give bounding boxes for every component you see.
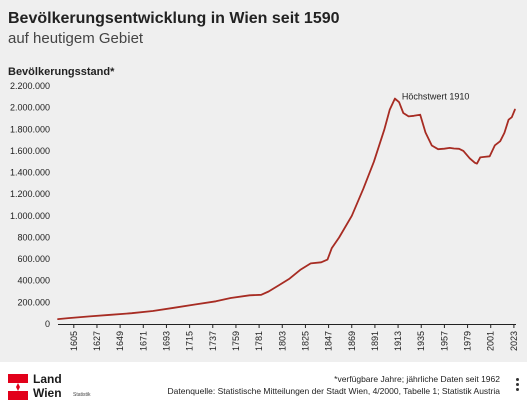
y-tick-label: 0 — [45, 319, 50, 329]
chart-title: Bevölkerungsentwicklung in Wien seit 159… — [8, 10, 340, 27]
y-tick-label: 2.200.000 — [10, 81, 50, 91]
x-tick-label: 1935 — [416, 331, 426, 351]
y-tick-label: 400.000 — [17, 276, 50, 286]
more-vertical-icon[interactable] — [511, 376, 523, 398]
x-tick-label: 1715 — [185, 331, 195, 351]
y-tick-label: 600.000 — [17, 254, 50, 264]
annotation-label: Höchstwert 1910 — [402, 92, 470, 102]
population-line — [57, 97, 516, 320]
y-tick-label: 1.600.000 — [10, 146, 50, 156]
chart-background — [0, 0, 527, 362]
x-tick-label: 1759 — [231, 331, 241, 351]
x-tick-label: 2001 — [486, 331, 496, 351]
y-tick-label: 1.400.000 — [10, 168, 50, 178]
chart-subtitle: auf heutigem Gebiet — [8, 30, 144, 47]
x-tick-label: 1649 — [115, 331, 125, 351]
x-tick-label: 1693 — [161, 331, 171, 351]
footer: Land Wien Statistik *verfügbare Jahre; j… — [0, 362, 527, 410]
x-tick-label: 1869 — [347, 331, 357, 351]
x-tick-label: 1979 — [463, 331, 473, 351]
logo-subtitle: Statistik — [73, 392, 91, 398]
logo-line-2: Wien — [33, 386, 62, 400]
y-tick-label: 800.000 — [17, 232, 50, 242]
logo-text: Land Wien — [33, 372, 62, 400]
y-tick-label: 1.200.000 — [10, 189, 50, 199]
y-tick-label: 1.800.000 — [10, 124, 50, 134]
x-tick-label: 2023 — [509, 331, 519, 351]
x-tick-label: 1737 — [208, 331, 218, 351]
y-tick-label: 1.000.000 — [10, 211, 50, 221]
footnote: *verfügbare Jahre; jährliche Daten seit … — [334, 374, 500, 384]
x-tick-label: 1825 — [300, 331, 310, 351]
x-tick-label: 1781 — [254, 331, 264, 351]
x-tick-label: 1957 — [439, 331, 449, 351]
data-source: Datenquelle: Statistische Mitteilungen d… — [167, 386, 500, 396]
y-tick-label: 2.000.000 — [10, 103, 50, 113]
logo-line-1: Land — [33, 372, 62, 386]
x-tick-label: 1627 — [92, 331, 102, 351]
vienna-flag-icon — [8, 374, 28, 400]
y-tick-label: 200.000 — [17, 297, 50, 307]
x-tick-label: 1671 — [138, 331, 148, 351]
x-tick-label: 1605 — [69, 331, 79, 351]
x-tick-label: 1803 — [277, 331, 287, 351]
x-tick-label: 1891 — [370, 331, 380, 351]
land-wien-logo[interactable]: Land Wien Statistik — [8, 372, 118, 402]
x-tick-label: 1847 — [324, 331, 334, 351]
y-axis-label: Bevölkerungsstand* — [8, 66, 115, 78]
x-tick-label: 1913 — [393, 331, 403, 351]
chart-plot: 0 200.000 400.000 600.000 800.000 1.000.000 1.… — [10, 81, 519, 351]
